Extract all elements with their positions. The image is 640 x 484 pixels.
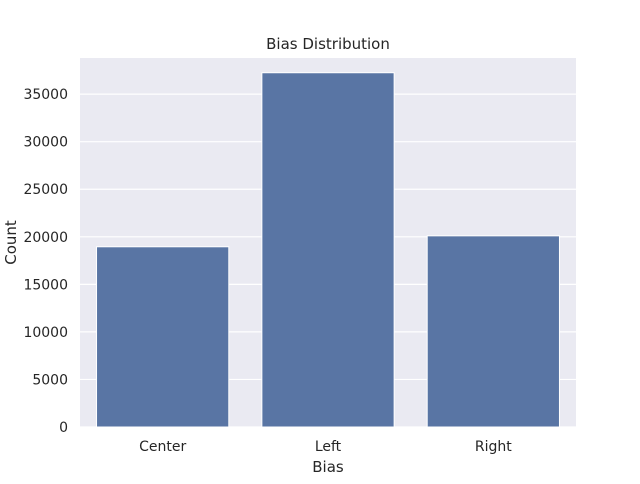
y-tick-label: 5000 (32, 372, 68, 388)
x-axis-label: Bias (312, 458, 344, 476)
bars (96, 72, 560, 428)
bar-right (426, 235, 560, 428)
x-tick-label-center: Center (139, 439, 186, 455)
y-axis-ticks: 0 5000 10000 15000 20000 25000 30000 35000 (23, 87, 68, 436)
y-tick-label: 15000 (23, 277, 68, 293)
y-tick-label: 20000 (23, 230, 68, 246)
y-tick-label: 30000 (23, 135, 68, 151)
y-tick-label: 10000 (23, 325, 68, 341)
x-tick-label-right: Right (475, 439, 512, 455)
bar-left (261, 72, 395, 428)
y-tick-label: 35000 (23, 87, 68, 103)
x-axis-ticks: Center Left Right (139, 439, 512, 455)
chart-title: Bias Distribution (266, 35, 390, 53)
bar-center (96, 246, 230, 428)
y-axis-label: Count (2, 220, 20, 265)
y-tick-label: 0 (59, 420, 68, 436)
y-tick-label: 25000 (23, 182, 68, 198)
x-tick-label-left: Left (315, 439, 342, 455)
